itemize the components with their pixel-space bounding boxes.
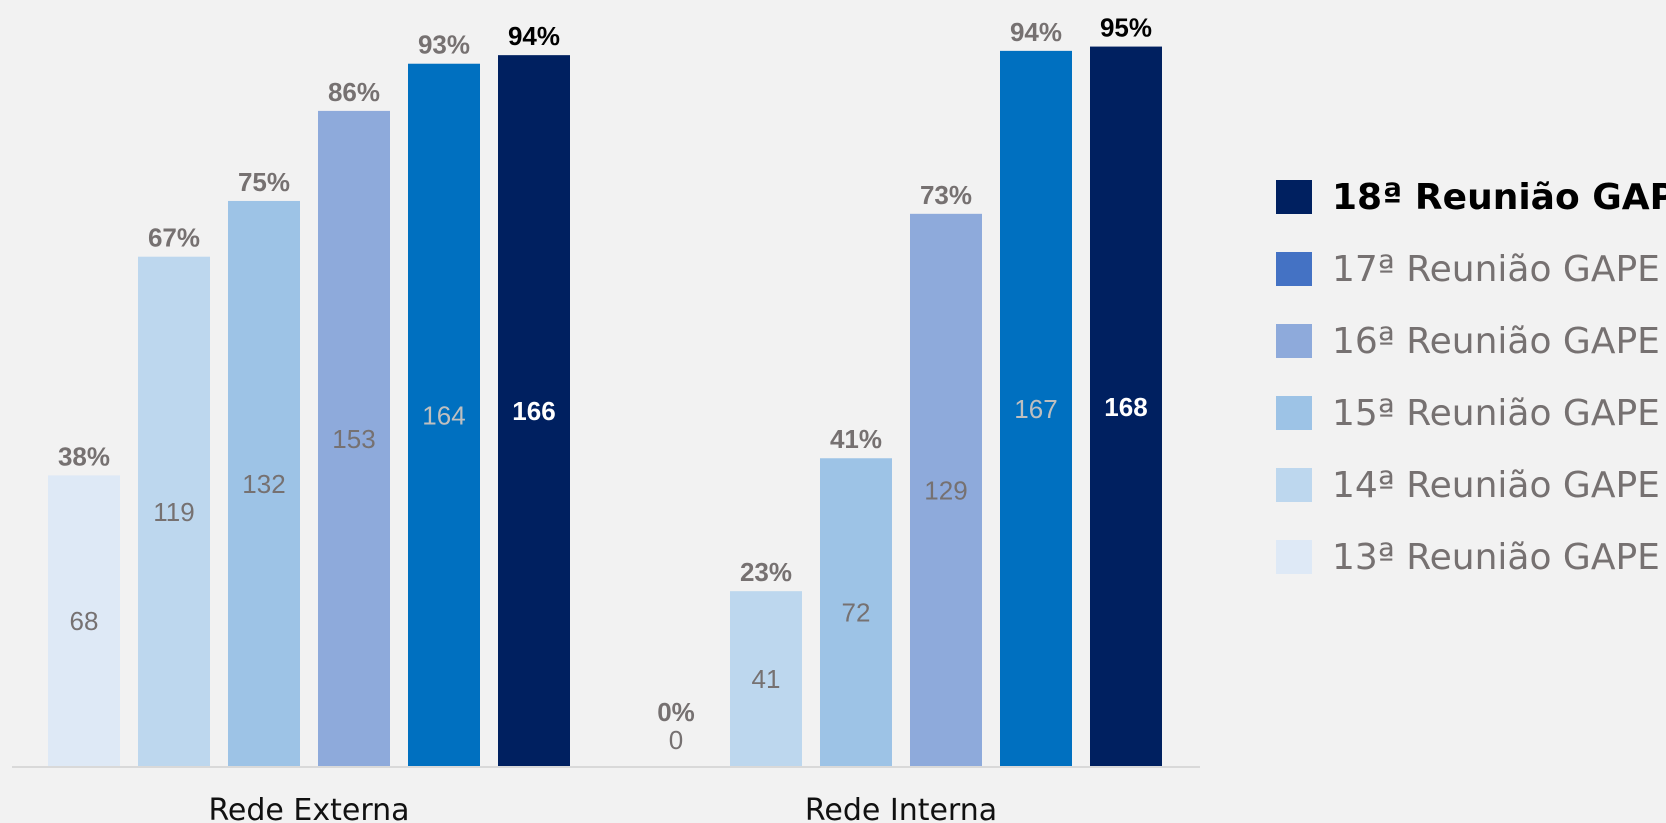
value-label: 129 [924, 475, 967, 505]
legend-swatch [1276, 540, 1312, 574]
legend-swatch [1276, 468, 1312, 502]
bar [48, 475, 120, 767]
legend-label: 15ª Reunião GAPE [1332, 393, 1660, 434]
bar [228, 200, 300, 767]
value-label: 166 [512, 396, 555, 426]
value-label: 68 [70, 606, 99, 636]
legend: 18ª Reunião GAPE 17ª Reunião GAPE 16ª Reun… [1276, 177, 1666, 578]
bar [1000, 50, 1072, 768]
value-label: 0 [669, 725, 683, 755]
bar [498, 55, 570, 767]
bar [408, 63, 480, 767]
value-label: 167 [1014, 394, 1057, 424]
value-label: 41 [752, 664, 781, 694]
bar [138, 256, 210, 767]
value-label: 153 [332, 424, 375, 454]
percent-label: 67% [148, 223, 200, 253]
legend-label: 13ª Reunião GAPE [1332, 537, 1660, 578]
legend-label: 14ª Reunião GAPE [1332, 465, 1660, 506]
legend-swatch [1276, 180, 1312, 214]
bar [730, 591, 802, 767]
category-labels: Rede Externa Rede Interna [208, 793, 997, 823]
percent-label: 0% [657, 697, 695, 727]
value-label: 168 [1104, 392, 1147, 422]
bars-layer: 38% 68 67% 119 75% 132 86% 153 93% 164 94% 166 0%0 23… [48, 13, 1162, 768]
value-label: 164 [422, 400, 465, 430]
value-label: 72 [842, 598, 871, 628]
legend-swatch [1276, 324, 1312, 358]
legend-label: 16ª Reunião GAPE [1332, 321, 1660, 362]
legend-swatch [1276, 252, 1312, 286]
percent-label: 75% [238, 167, 290, 197]
percent-label: 41% [830, 424, 882, 454]
value-label: 119 [153, 497, 194, 527]
percent-label: 95% [1100, 13, 1152, 43]
percent-label: 73% [920, 180, 972, 210]
bar [820, 458, 892, 767]
percent-label: 94% [508, 21, 560, 51]
category-label: Rede Interna [805, 793, 997, 823]
legend-swatch [1276, 396, 1312, 430]
bar [1090, 46, 1162, 767]
value-label: 132 [242, 469, 285, 499]
percent-label: 93% [418, 30, 470, 60]
bar [318, 110, 390, 767]
category-label: Rede Externa [208, 793, 409, 823]
percent-label: 38% [58, 441, 110, 471]
percent-label: 86% [328, 77, 380, 107]
percent-label: 94% [1010, 17, 1062, 47]
percent-label: 23% [740, 557, 792, 587]
bar [910, 213, 982, 768]
legend-label: 17ª Reunião GAPE [1332, 249, 1660, 290]
legend-label: 18ª Reunião GAPE [1332, 177, 1666, 218]
